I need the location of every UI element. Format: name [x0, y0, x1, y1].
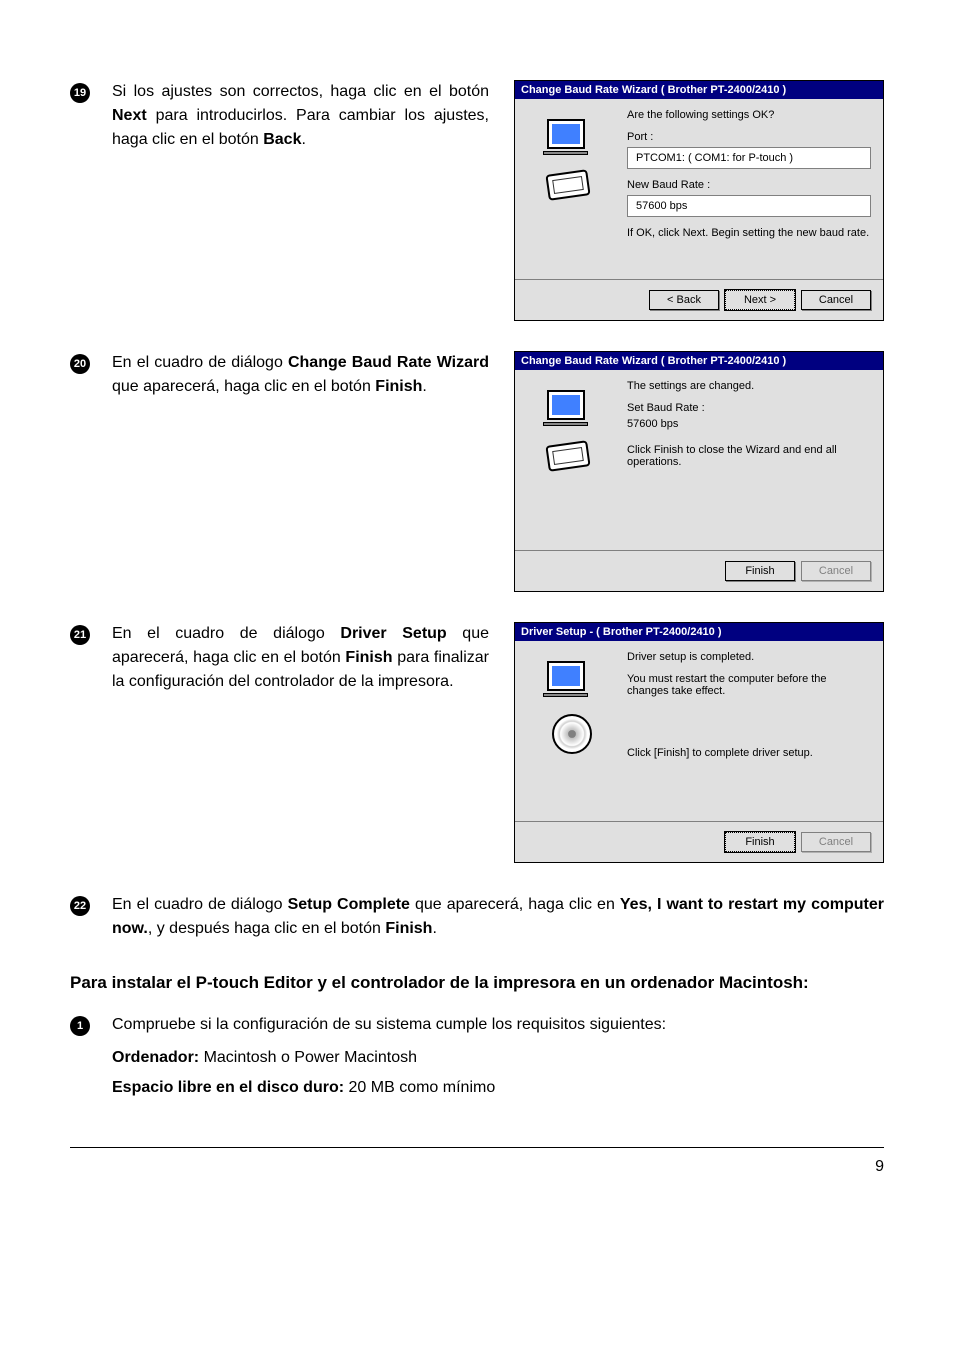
baud-label: Set Baud Rate : [627, 402, 871, 414]
baud-value: 57600 bps [627, 418, 871, 430]
step-content: En el cuadro de diálogo Change Baud Rate… [112, 351, 884, 592]
back-button[interactable]: < Back [649, 290, 719, 310]
dialog-content: Driver setup is completed. You must rest… [617, 651, 871, 811]
finish-button[interactable]: Finish [725, 561, 795, 581]
step-content: Si los ajustes son correctos, haga clic … [112, 80, 884, 321]
dialog-content: Are the following settings OK? Port : PT… [617, 109, 871, 269]
requirement-espacio: Espacio libre en el disco duro: 20 MB co… [112, 1079, 884, 1097]
step-text-22: En el cuadro de diálogo Setup Complete q… [112, 893, 884, 941]
finish-button[interactable]: Finish [725, 832, 795, 852]
circle-num: 1 [70, 1016, 90, 1036]
baud-label: New Baud Rate : [627, 179, 871, 191]
step-content: En el cuadro de diálogo Driver Setup que… [112, 622, 884, 863]
bullet-20: 20 [70, 353, 100, 375]
dialog-icons [527, 109, 617, 269]
dialog-instruction: If OK, click Next. Begin setting the new… [627, 227, 871, 239]
port-value: PTCOM1: ( COM1: for P-touch ) [627, 147, 871, 169]
dialog-content: The settings are changed. Set Baud Rate … [617, 380, 871, 540]
dialog-title: Change Baud Rate Wizard ( Brother PT-240… [515, 81, 883, 99]
cancel-button: Cancel [801, 832, 871, 852]
dialog-baud-changed: Change Baud Rate Wizard ( Brother PT-240… [514, 351, 884, 592]
page-number: 9 [875, 1158, 884, 1175]
computer-icon [547, 390, 597, 435]
step-text-21: En el cuadro de diálogo Driver Setup que… [112, 622, 489, 694]
dialog-driver-setup: Driver Setup - ( Brother PT-2400/2410 ) … [514, 622, 884, 863]
dialog-restart-note: You must restart the computer before the… [627, 673, 871, 697]
step-text-mac-1: Compruebe si la configuración de su sist… [112, 1013, 884, 1037]
next-button[interactable]: Next > [725, 290, 795, 310]
bullet-19: 19 [70, 82, 100, 104]
step-mac-1: 1 Compruebe si la configuración de su si… [70, 1013, 884, 1037]
baud-value: 57600 bps [627, 195, 871, 217]
dialog-footer: < Back Next > Cancel [515, 279, 883, 320]
cancel-button[interactable]: Cancel [801, 290, 871, 310]
computer-icon [547, 119, 597, 164]
computer-icon [547, 661, 597, 706]
port-label: Port : [627, 131, 871, 143]
dialog-title: Change Baud Rate Wizard ( Brother PT-240… [515, 352, 883, 370]
step-21: 21 En el cuadro de diálogo Driver Setup … [70, 622, 884, 863]
section-header-macintosh: Para instalar el P-touch Editor y el con… [70, 971, 884, 995]
requirement-ordenador: Ordenador: Macintosh o Power Macintosh [112, 1049, 884, 1067]
dialog-status: Driver setup is completed. [627, 651, 871, 663]
dialog-status: The settings are changed. [627, 380, 871, 392]
disc-icon [552, 714, 592, 754]
dialog-body: Driver setup is completed. You must rest… [515, 641, 883, 821]
step-22: 22 En el cuadro de diálogo Setup Complet… [70, 893, 884, 941]
bullet-22: 22 [70, 895, 100, 917]
step-20: 20 En el cuadro de diálogo Change Baud R… [70, 351, 884, 592]
dialog-footer: Finish Cancel [515, 550, 883, 591]
step-content: En el cuadro de diálogo Setup Complete q… [112, 893, 884, 941]
dialog-icons [527, 380, 617, 540]
tape-icon [547, 172, 597, 212]
dialog-icons [527, 651, 617, 811]
dialog-footer: Finish Cancel [515, 821, 883, 862]
dialog-body: Are the following settings OK? Port : PT… [515, 99, 883, 279]
dialog-baud-confirm: Change Baud Rate Wizard ( Brother PT-240… [514, 80, 884, 321]
step-19: 19 Si los ajustes son correctos, haga cl… [70, 80, 884, 321]
circle-num: 21 [70, 625, 90, 645]
step-text-19: Si los ajustes son correctos, haga clic … [112, 80, 489, 152]
dialog-prompt: Are the following settings OK? [627, 109, 871, 121]
step-content: Compruebe si la configuración de su sist… [112, 1013, 884, 1037]
step-text-20: En el cuadro de diálogo Change Baud Rate… [112, 351, 489, 399]
dialog-title: Driver Setup - ( Brother PT-2400/2410 ) [515, 623, 883, 641]
dialog-body: The settings are changed. Set Baud Rate … [515, 370, 883, 550]
bullet-1: 1 [70, 1015, 100, 1037]
dialog-instruction: Click Finish to close the Wizard and end… [627, 444, 871, 468]
circle-num: 22 [70, 896, 90, 916]
circle-num: 20 [70, 354, 90, 374]
cancel-button: Cancel [801, 561, 871, 581]
dialog-instruction: Click [Finish] to complete driver setup. [627, 747, 871, 759]
tape-icon [547, 443, 597, 483]
circle-num: 19 [70, 83, 90, 103]
bullet-21: 21 [70, 624, 100, 646]
page-footer: 9 [70, 1147, 884, 1176]
